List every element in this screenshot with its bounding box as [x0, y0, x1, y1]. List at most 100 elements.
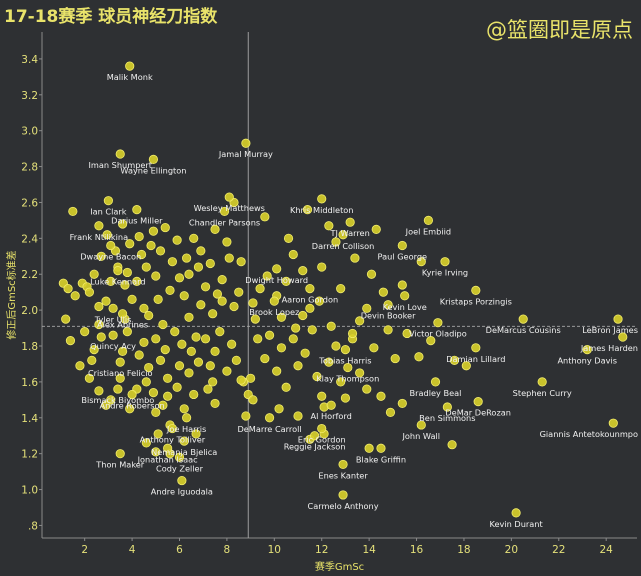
data-point — [364, 443, 374, 453]
data-point — [80, 327, 90, 337]
data-point-alex-abrines — [117, 309, 128, 319]
point-label-khris-middleton: Khris Middleton — [290, 205, 354, 215]
data-point — [217, 275, 227, 285]
data-point — [172, 235, 182, 245]
point-label-klay-thompson: Klay Thompson — [316, 374, 379, 384]
point-label-tobias-harris: Tobias Harris — [318, 356, 371, 366]
data-point — [184, 312, 194, 322]
point-labels: Malik Monk Jamal Murray Iman ShumpertWayne… — [70, 72, 638, 529]
data-point-tyler-ulis — [108, 303, 118, 313]
data-point-blake-griffin — [376, 443, 386, 453]
data-point — [153, 429, 163, 439]
data-point — [281, 382, 291, 392]
data-point — [250, 314, 260, 324]
data-point — [390, 353, 400, 364]
data-point — [369, 343, 379, 353]
data-point — [385, 407, 396, 417]
data-point — [331, 237, 341, 247]
data-point-iman-shumpert — [115, 149, 125, 159]
point-label-joel-embiid: Joel Embiid — [405, 226, 451, 236]
x-tick-label: 22 — [552, 544, 565, 556]
x-tick-label: 18 — [457, 544, 470, 556]
point-label-luke-kennard: Luke Kennard — [90, 277, 146, 287]
data-point — [234, 287, 244, 297]
data-point — [179, 404, 189, 414]
point-label-brook-lopez: Brook Lopez — [249, 307, 299, 317]
point-label-kevin-love: Kevin Love — [383, 302, 427, 312]
point-label-malik-monk: Malik Monk — [107, 72, 153, 82]
data-point — [148, 226, 159, 236]
data-point — [300, 348, 310, 358]
data-point-aaron-gordon — [305, 283, 315, 294]
data-point — [246, 373, 256, 383]
data-point — [177, 339, 187, 349]
data-point — [272, 366, 282, 376]
y-tick-label: 3.2 — [21, 90, 38, 102]
data-point — [307, 325, 317, 335]
data-point-bismack-biyombo — [113, 384, 123, 394]
data-point-dwayne-bacon — [106, 240, 116, 251]
data-point — [102, 230, 112, 240]
data-point — [298, 266, 308, 276]
y-tick-label: 1.6 — [21, 377, 38, 389]
data-point — [317, 391, 327, 401]
reference-lines — [42, 32, 637, 538]
data-point — [288, 334, 298, 344]
data-point — [127, 294, 137, 304]
point-label-victor-oladipo: Victor Oladipo — [409, 329, 467, 339]
data-point — [222, 366, 232, 376]
y-tick-label: 2.6 — [21, 197, 38, 209]
data-point — [182, 253, 192, 263]
data-point — [174, 361, 185, 371]
data-point — [236, 375, 246, 385]
y-tick-label: 1.8 — [21, 341, 38, 353]
data-point-kevin-durant — [511, 508, 521, 518]
data-point-kyrie-irving — [440, 257, 450, 267]
point-label-carmelo-anthony: Carmelo Anthony — [308, 501, 379, 511]
point-label-joe-harris: Joe Harris — [166, 424, 206, 434]
data-point-frank-ntilikina — [94, 221, 104, 231]
data-point — [383, 325, 393, 335]
y-tick-label: .8 — [28, 520, 38, 532]
data-point — [402, 328, 412, 339]
data-point — [236, 257, 246, 267]
data-point-darren-collison — [338, 230, 348, 240]
point-label-bismack-biyombo: Bismack Biyombo — [81, 395, 154, 405]
data-point — [208, 309, 218, 319]
data-point — [371, 224, 381, 234]
point-label-bradley-beal: Bradley Beal — [410, 388, 462, 398]
x-tick-label: 20 — [505, 544, 518, 556]
data-point — [141, 438, 151, 448]
data-point — [151, 407, 161, 417]
data-point — [101, 400, 111, 410]
point-label-thon-maker: Thon Maker — [95, 460, 145, 470]
data-point-damian-lillard — [471, 343, 481, 353]
data-point — [148, 388, 159, 398]
data-point — [248, 298, 258, 308]
data-point — [94, 386, 104, 396]
point-label-wayne-ellington: Wayne Ellington — [120, 165, 186, 175]
data-point — [336, 377, 346, 387]
point-label-dwight-howard: Dwight Howard — [245, 275, 308, 285]
data-point-lebron-james — [613, 314, 623, 324]
data-point — [144, 310, 154, 321]
data-point — [163, 391, 173, 401]
data-point — [200, 334, 211, 344]
data-points — [58, 61, 628, 518]
data-point-demarcus-cousins — [518, 314, 528, 324]
data-point-wesley-matthews — [224, 192, 234, 202]
data-point — [189, 233, 199, 243]
data-point — [96, 251, 106, 261]
y-tick-label: 2.4 — [21, 233, 38, 245]
point-label-eric-gordon: Eric Gordon — [298, 435, 346, 445]
data-point-cody-zeller — [174, 452, 185, 462]
data-point-andre-iguodala — [177, 475, 187, 486]
data-point — [253, 334, 263, 344]
data-point-giannis-antetokounmpo — [608, 418, 618, 428]
data-point — [184, 368, 194, 378]
data-point — [63, 283, 73, 294]
data-point — [151, 271, 161, 281]
point-label-kristaps-porzingis: Kristaps Porzingis — [440, 296, 512, 306]
data-point — [191, 332, 201, 342]
point-label-tyler-ulis: Tyler Ulis — [94, 314, 132, 324]
